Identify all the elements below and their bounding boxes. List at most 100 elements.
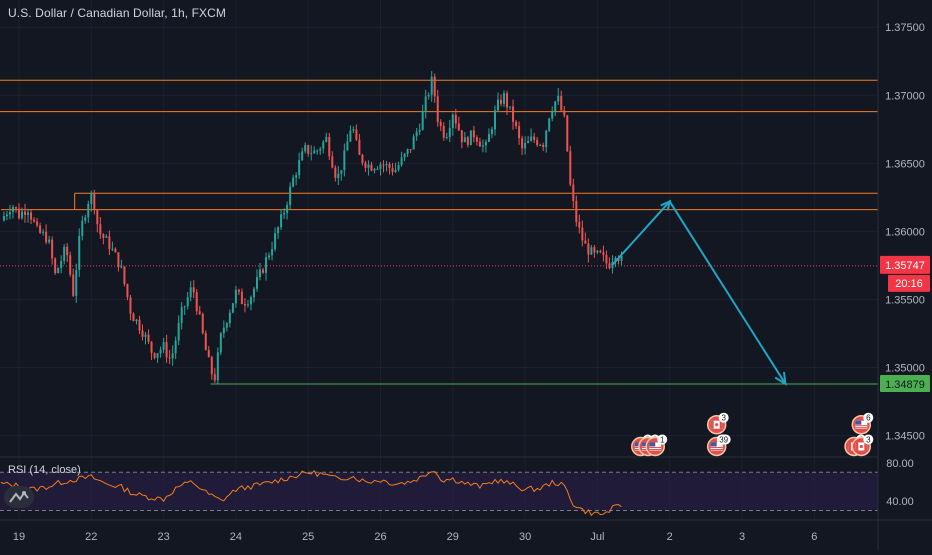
tradingview-logo-icon[interactable] <box>4 486 34 508</box>
candle-body[interactable] <box>475 137 478 142</box>
candle-body[interactable] <box>102 234 105 238</box>
candle-body[interactable] <box>373 169 376 171</box>
candle-body[interactable] <box>153 352 156 358</box>
candle-body[interactable] <box>593 247 596 253</box>
candle-body[interactable] <box>126 284 129 298</box>
candle-body[interactable] <box>90 192 93 204</box>
candle-body[interactable] <box>563 110 566 116</box>
candle-body[interactable] <box>331 156 334 168</box>
candle-body[interactable] <box>515 121 518 127</box>
candle-body[interactable] <box>120 266 123 268</box>
candle-body[interactable] <box>361 154 364 163</box>
candle-body[interactable] <box>578 221 581 228</box>
candle-body[interactable] <box>234 289 237 304</box>
candle-body[interactable] <box>280 214 283 228</box>
candle-body[interactable] <box>204 333 207 351</box>
candle-body[interactable] <box>165 342 168 358</box>
target-price-tag[interactable] <box>880 374 930 392</box>
candle-body[interactable] <box>346 141 349 151</box>
candle-body[interactable] <box>48 239 51 243</box>
candle-body[interactable] <box>213 374 216 381</box>
candle-body[interactable] <box>536 139 539 145</box>
candle-body[interactable] <box>129 297 132 314</box>
candle-body[interactable] <box>355 129 358 140</box>
candle-body[interactable] <box>117 252 120 268</box>
candle-body[interactable] <box>60 260 63 269</box>
candle-body[interactable] <box>274 233 277 250</box>
candle-body[interactable] <box>569 151 572 185</box>
candle-body[interactable] <box>18 208 20 219</box>
event-ca-flag-icon[interactable]: 3 <box>851 434 874 457</box>
candle-body[interactable] <box>11 207 14 213</box>
candle-body[interactable] <box>310 153 313 155</box>
projection-arrow[interactable] <box>611 199 787 386</box>
candle-body[interactable] <box>457 123 460 131</box>
candle-body[interactable] <box>382 164 385 166</box>
candle-body[interactable] <box>554 101 557 112</box>
candle-body[interactable] <box>481 145 484 147</box>
candle-body[interactable] <box>530 136 533 141</box>
candle-body[interactable] <box>557 95 560 102</box>
candle-body[interactable] <box>66 246 69 256</box>
candle-body[interactable] <box>39 225 42 233</box>
candle-body[interactable] <box>340 170 343 174</box>
candle-body[interactable] <box>216 352 219 381</box>
candle-body[interactable] <box>162 342 165 350</box>
candle-body[interactable] <box>237 289 240 292</box>
candle-body[interactable] <box>277 227 280 234</box>
event-us-flag-icon[interactable]: 6 <box>851 412 874 435</box>
candle-body[interactable] <box>412 136 415 150</box>
candle-body[interactable] <box>252 288 255 298</box>
candle-body[interactable] <box>69 255 72 275</box>
candle-body[interactable] <box>54 258 57 274</box>
candle-body[interactable] <box>57 268 60 274</box>
candle-body[interactable] <box>415 131 418 137</box>
candle-body[interactable] <box>397 165 400 170</box>
candle-body[interactable] <box>316 150 319 152</box>
candle-body[interactable] <box>430 76 433 95</box>
candle-body[interactable] <box>358 139 361 155</box>
candle-body[interactable] <box>325 136 328 142</box>
candle-body[interactable] <box>400 157 403 166</box>
candle-body[interactable] <box>472 130 475 138</box>
candle-body[interactable] <box>560 95 563 111</box>
candle-body[interactable] <box>93 192 96 210</box>
candle-body[interactable] <box>518 126 521 139</box>
candle-body[interactable] <box>463 137 466 143</box>
candle-body[interactable] <box>5 214 8 217</box>
candle-body[interactable] <box>45 231 48 243</box>
candle-body[interactable] <box>283 212 286 215</box>
candle-body[interactable] <box>298 160 301 176</box>
candle-body[interactable] <box>84 217 87 221</box>
candle-body[interactable] <box>581 227 584 241</box>
candle-body[interactable] <box>108 236 111 250</box>
candle-body[interactable] <box>105 236 108 238</box>
candle-body[interactable] <box>186 297 189 307</box>
candle-body[interactable] <box>246 304 249 306</box>
candle-body[interactable] <box>177 322 180 341</box>
candle-body[interactable] <box>506 93 509 108</box>
candle-body[interactable] <box>566 115 569 152</box>
candle-body[interactable] <box>376 168 379 170</box>
candle-body[interactable] <box>409 149 412 151</box>
candle-body[interactable] <box>539 144 542 146</box>
event-ca-flag-icon[interactable]: 3 <box>706 412 729 435</box>
candle-body[interactable] <box>460 130 463 143</box>
candle-body[interactable] <box>418 129 421 132</box>
candle-body[interactable] <box>602 252 605 255</box>
candle-body[interactable] <box>620 255 623 262</box>
candle-body[interactable] <box>135 319 138 322</box>
candle-body[interactable] <box>174 340 177 354</box>
candle-body[interactable] <box>367 164 370 168</box>
candle-body[interactable] <box>322 141 325 149</box>
candle-body[interactable] <box>222 327 225 334</box>
candle-body[interactable] <box>469 130 472 146</box>
rsi-line[interactable] <box>0 469 622 517</box>
candle-body[interactable] <box>243 303 246 306</box>
candle-body[interactable] <box>33 219 36 222</box>
candle-body[interactable] <box>304 145 307 152</box>
economic-events[interactable]: 831339623 <box>631 412 874 457</box>
candle-body[interactable] <box>370 164 373 171</box>
candle-body[interactable] <box>123 266 126 285</box>
candle-body[interactable] <box>451 114 454 128</box>
